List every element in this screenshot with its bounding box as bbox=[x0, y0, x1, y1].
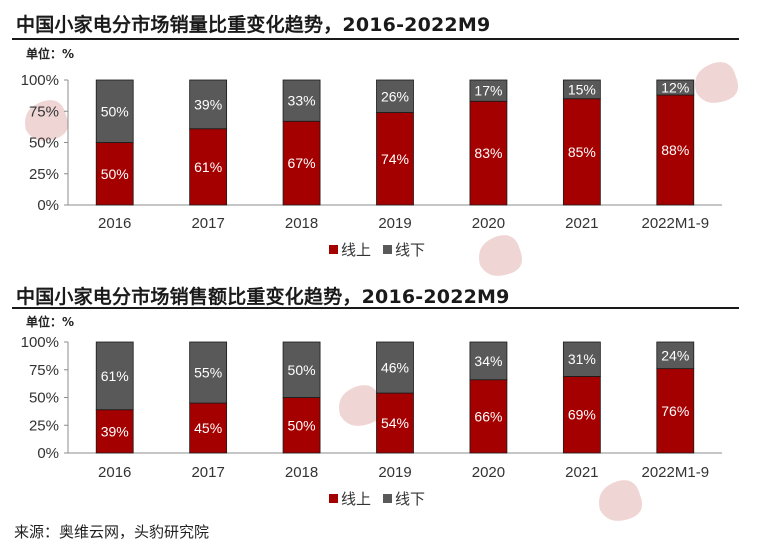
bar-offline bbox=[189, 341, 228, 404]
legend-label: 线上 bbox=[341, 491, 371, 508]
data-label-offline: 50% bbox=[101, 103, 129, 119]
data-label-offline: 24% bbox=[661, 347, 689, 363]
legend-swatch bbox=[329, 245, 338, 254]
x-tick-label: 2022M1-9 bbox=[642, 215, 710, 232]
x-tick-label: 2020 bbox=[472, 215, 505, 232]
bar-offline bbox=[562, 341, 601, 377]
data-label-offline: 39% bbox=[194, 96, 222, 112]
bar-offline bbox=[469, 79, 508, 102]
bar-online bbox=[656, 94, 695, 206]
data-label-offline: 26% bbox=[381, 88, 409, 104]
title-rule bbox=[12, 307, 739, 309]
x-tick-label: 2022M1-9 bbox=[642, 464, 710, 481]
legend-label: 线上 bbox=[341, 242, 371, 259]
data-label-online: 54% bbox=[381, 415, 409, 431]
data-label-online: 83% bbox=[474, 145, 502, 161]
title-rule bbox=[12, 38, 739, 40]
x-tick-label: 2019 bbox=[378, 464, 411, 481]
bar-online bbox=[562, 98, 601, 206]
x-tick-label: 2021 bbox=[565, 464, 598, 481]
data-label-online: 85% bbox=[568, 144, 596, 160]
data-label-offline: 46% bbox=[381, 360, 409, 376]
legend-swatch bbox=[383, 494, 392, 503]
y-tick-label: 75% bbox=[29, 362, 59, 379]
data-label-online: 50% bbox=[101, 166, 129, 182]
x-tick-label: 2018 bbox=[285, 464, 318, 481]
data-label-offline: 12% bbox=[661, 80, 689, 96]
bar-online bbox=[562, 376, 601, 454]
data-label-offline: 15% bbox=[568, 81, 596, 97]
data-label-offline: 34% bbox=[474, 353, 502, 369]
legend-swatch bbox=[383, 245, 392, 254]
data-label-online: 61% bbox=[194, 159, 222, 175]
y-tick-label: 0% bbox=[37, 445, 59, 462]
data-label-online: 39% bbox=[101, 423, 129, 439]
data-label-offline: 55% bbox=[194, 365, 222, 381]
bar-offline bbox=[376, 79, 414, 113]
bar-offline bbox=[562, 79, 601, 100]
bar-offline bbox=[656, 79, 695, 96]
legend-label: 线下 bbox=[395, 491, 425, 508]
legend-label: 线下 bbox=[395, 242, 425, 259]
bar-online bbox=[95, 409, 134, 454]
bar-offline bbox=[469, 341, 508, 381]
y-tick-label: 25% bbox=[29, 417, 59, 434]
data-label-online: 74% bbox=[381, 151, 409, 167]
x-tick-label: 2017 bbox=[191, 464, 224, 481]
data-label-offline: 50% bbox=[288, 362, 316, 378]
bar-offline bbox=[95, 79, 134, 143]
chart-title-volume: 中国小家电分市场销量比重变化趋势，2016-2022M9 bbox=[16, 14, 491, 36]
bar-online bbox=[189, 128, 228, 206]
data-label-online: 67% bbox=[288, 155, 316, 171]
bar-online bbox=[469, 379, 508, 454]
stacked-bar-chart-volume: 0% 25% 50% 75% 100% 50% 50% 2016 61% 39% 2017 67% 33… bbox=[21, 72, 722, 259]
unit-label: 单位：% bbox=[26, 47, 75, 61]
x-tick-label: 2017 bbox=[191, 215, 224, 232]
bar-online bbox=[376, 112, 414, 206]
bar-offline bbox=[282, 79, 321, 122]
x-tick-label: 2020 bbox=[472, 464, 505, 481]
bar-online bbox=[95, 142, 134, 206]
x-tick-label: 2019 bbox=[378, 215, 411, 232]
data-label-online: 88% bbox=[661, 142, 689, 158]
bar-offline bbox=[282, 341, 321, 398]
unit-label: 单位：% bbox=[26, 315, 75, 329]
x-tick-label: 2016 bbox=[98, 464, 131, 481]
data-label-offline: 33% bbox=[288, 93, 316, 109]
data-label-offline: 61% bbox=[101, 368, 129, 384]
source-note: 来源：奥维云网，头豹研究院 bbox=[14, 523, 210, 541]
y-tick-label: 50% bbox=[29, 390, 59, 407]
y-tick-label: 100% bbox=[21, 334, 59, 351]
bar-online bbox=[656, 368, 695, 454]
y-tick-label: 25% bbox=[29, 166, 59, 183]
stacked-bar-chart-revenue: 0% 25% 50% 75% 100% 39% 61% 2016 45% 55% 2017 50% 50… bbox=[21, 334, 722, 508]
bar-offline bbox=[189, 79, 228, 130]
x-tick-label: 2016 bbox=[98, 215, 131, 232]
data-label-online: 76% bbox=[661, 403, 689, 419]
x-tick-label: 2018 bbox=[285, 215, 318, 232]
y-tick-label: 50% bbox=[29, 135, 59, 152]
data-label-offline: 17% bbox=[474, 83, 502, 99]
data-label-offline: 31% bbox=[568, 351, 596, 367]
bar-online bbox=[282, 397, 321, 454]
bar-online bbox=[469, 100, 508, 206]
y-tick-label: 0% bbox=[37, 197, 59, 214]
data-label-online: 50% bbox=[288, 417, 316, 433]
chart-title-revenue: 中国小家电分市场销售额比重变化趋势，2016-2022M9 bbox=[16, 286, 510, 308]
data-label-online: 45% bbox=[194, 420, 222, 436]
bar-online bbox=[189, 402, 228, 454]
data-label-online: 66% bbox=[474, 408, 502, 424]
bar-offline bbox=[95, 341, 134, 411]
data-label-online: 69% bbox=[568, 407, 596, 423]
x-tick-label: 2021 bbox=[565, 215, 598, 232]
bar-offline bbox=[656, 341, 695, 370]
y-tick-label: 100% bbox=[21, 72, 59, 89]
y-tick-label: 75% bbox=[29, 103, 59, 120]
legend-swatch bbox=[329, 494, 338, 503]
bar-offline bbox=[376, 341, 414, 394]
